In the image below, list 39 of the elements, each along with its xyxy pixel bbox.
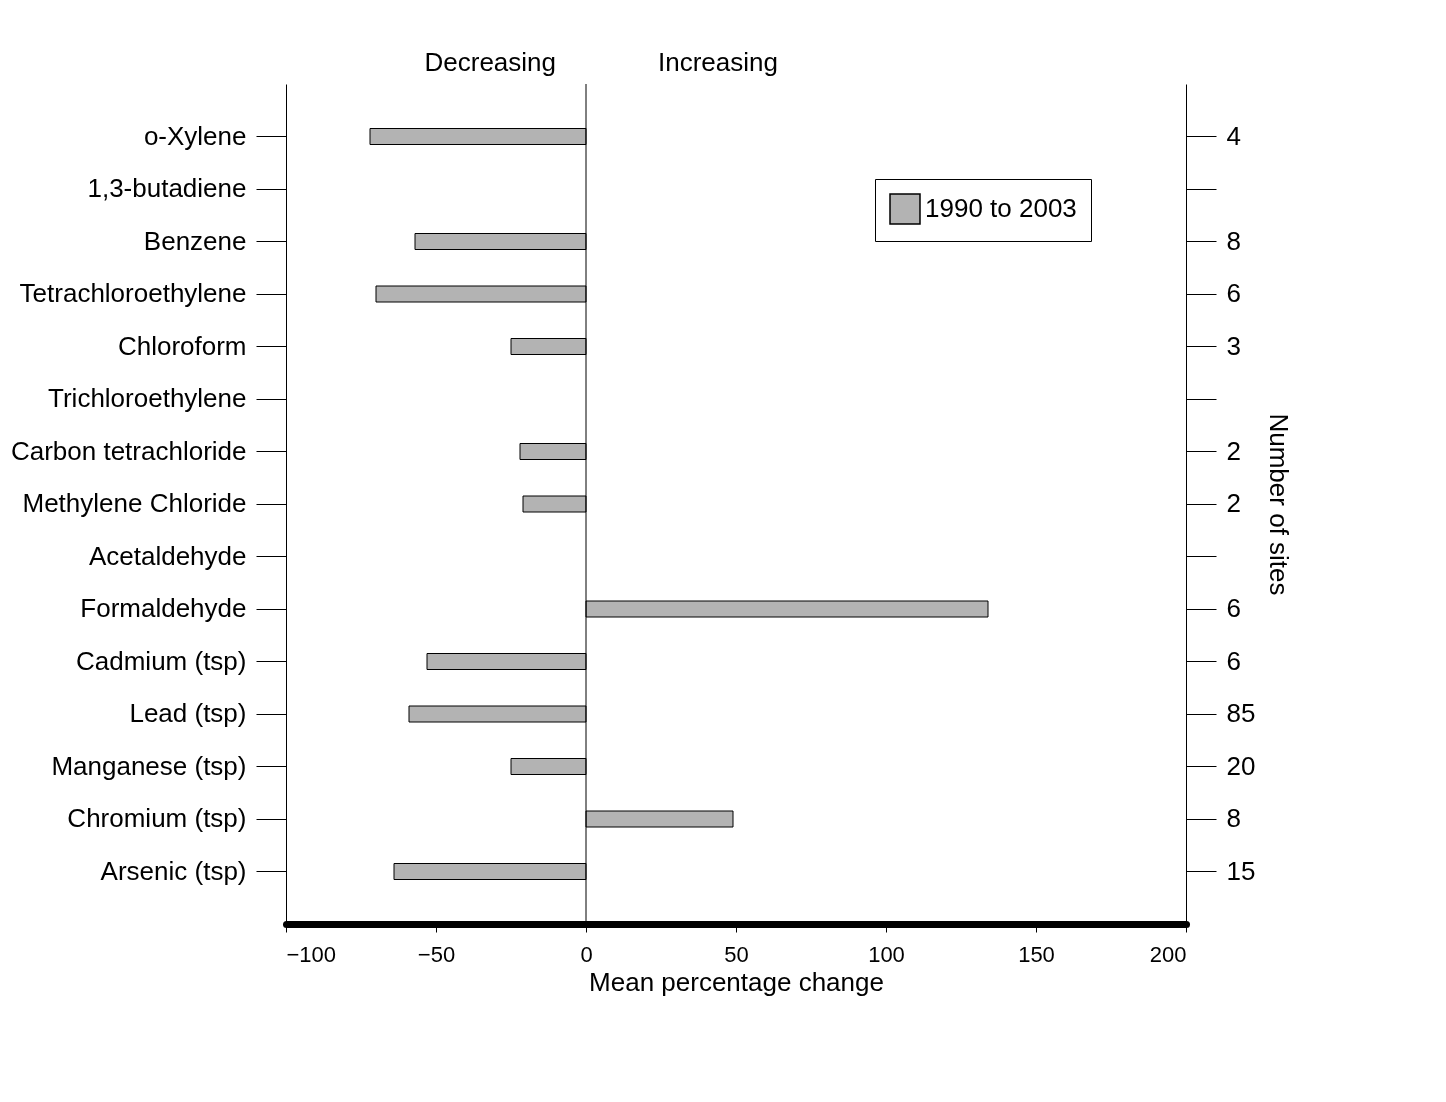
y2-axis-title: Number of sites [1264, 413, 1295, 596]
y2-tick-label: 8 [1226, 803, 1241, 833]
x-tick-label: −100 [286, 941, 337, 967]
y2-tick-label: 3 [1226, 330, 1241, 361]
y2-tick-label: 6 [1226, 645, 1241, 676]
x-axis-title: Mean percentage change [589, 966, 884, 997]
x-tick-label: 50 [724, 941, 749, 967]
y-tick-label: Cadmium (tsp) [76, 645, 247, 676]
text: Decreasing [424, 47, 556, 77]
y-tick-label: Benzene [143, 225, 247, 256]
x-tick-label: 100 [868, 941, 905, 967]
text: Increasing [658, 47, 778, 77]
y2-tick-label: 6 [1226, 593, 1241, 623]
y2-tick-label: 6 [1226, 278, 1241, 308]
y-tick-label: Methylene Chloride [22, 488, 247, 518]
y2-tick-label: 4 [1226, 120, 1241, 151]
x-tick-label: −50 [417, 941, 456, 967]
y2-tick-label: 20 [1226, 750, 1256, 781]
x-tick-label: 150 [1018, 941, 1055, 967]
y2-tick-label: 8 [1226, 225, 1241, 256]
y-tick-label: Arsenic (tsp) [100, 855, 247, 886]
y2-tick-label: 85 [1226, 698, 1256, 728]
y-tick-label: Chromium (tsp) [67, 803, 247, 833]
y2-tick-label: 2 [1226, 435, 1241, 466]
y2-tick-label: 2 [1226, 488, 1241, 518]
y-tick-label: 1,3-butadiene [87, 173, 247, 203]
y2-tick-label: 15 [1226, 855, 1256, 886]
y-tick-label: Chloroform [117, 330, 247, 361]
legend-label: 1990 to 2003 [925, 193, 1077, 223]
y-tick-label: Formaldehyde [80, 593, 247, 623]
y-tick-label: Lead (tsp) [129, 698, 247, 728]
y-tick-label: o-Xylene [143, 120, 247, 151]
y-tick-label: Manganese (tsp) [51, 750, 247, 781]
y-tick-label: Acetaldehyde [88, 540, 247, 571]
x-tick-label: 0 [580, 941, 593, 967]
y-tick-label: Trichloroethylene [48, 383, 247, 413]
y-tick-label: Tetrachloroethylene [19, 278, 247, 308]
y-tick-label: Carbon tetrachloride [10, 435, 247, 466]
x-tick-label: 200 [1149, 941, 1187, 967]
